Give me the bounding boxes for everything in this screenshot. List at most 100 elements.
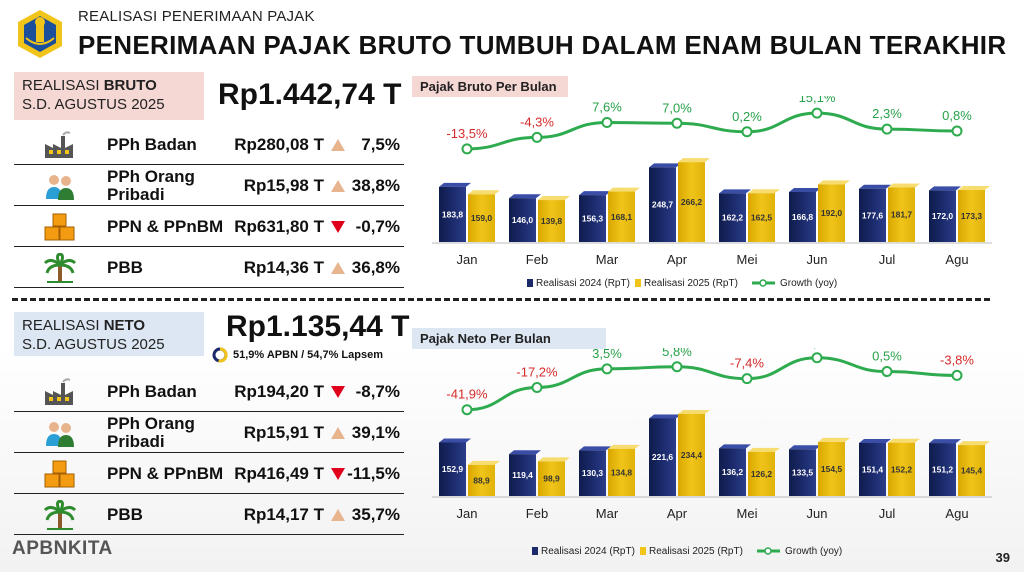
page-title: PENERIMAAN PAJAK BRUTO TUMBUH DALAM ENAM… (78, 30, 1007, 60)
tax-growth: 36,8% (351, 258, 400, 277)
growth-label: 7,6% (592, 100, 622, 115)
legend-label-growth: Growth (yoy) (780, 278, 837, 289)
growth-point (811, 352, 823, 364)
bar-2024 (649, 418, 676, 496)
bar-2024-top (789, 445, 821, 450)
bar-2025-top (678, 409, 710, 414)
growth-point (601, 363, 613, 375)
bar-2024-top (649, 163, 681, 168)
neto-label: REALISASI NETO S.D. AGUSTUS 2025 (14, 312, 204, 356)
tax-name: PPh Badan (107, 382, 197, 401)
bar-2025-top (538, 196, 570, 201)
legend-label-2025: Realisasi 2025 (RpT) (649, 546, 743, 557)
bar-label-2024: 248,7 (652, 200, 674, 210)
bar-2025 (608, 448, 635, 496)
growth-point (671, 361, 683, 373)
triangle-up-icon (331, 180, 345, 192)
triangle-down-icon (331, 386, 345, 398)
bruto-chart: 183,8 159,0 Jan 146,0 139,8 Feb 156,3 168,1 Mar 2… (432, 96, 992, 289)
bar-2025-top (958, 441, 990, 446)
bar-2024-top (859, 439, 891, 444)
tax-growth: 7,5% (361, 135, 400, 154)
tax-growth: -0,7% (355, 217, 400, 236)
bar-2024 (929, 190, 956, 242)
boxes-icon (44, 460, 75, 488)
bar-2024 (579, 450, 606, 496)
legend-label-2025: Realisasi 2025 (RpT) (644, 278, 738, 289)
bar-label-2024: 151,4 (862, 465, 884, 475)
bar-label-2025: 139,8 (541, 216, 563, 226)
bar-label-2025: 266,2 (681, 197, 703, 207)
bar-2024-top (929, 186, 961, 191)
neto-chart-title: Pajak Neto Per Bulan (412, 328, 606, 349)
bar-label-2024: 133,5 (792, 468, 814, 478)
growth-label: 0,8% (942, 108, 972, 123)
bar-label-2025: 88,9 (473, 475, 490, 485)
triangle-up-icon (331, 139, 345, 151)
bar-label-2024: 152,9 (442, 464, 464, 474)
bar-2024 (439, 186, 466, 242)
bar-2025 (538, 200, 565, 242)
x-tick-label: Mar (596, 506, 619, 521)
growth-point (811, 107, 823, 119)
growth-label: 15,1% (799, 96, 836, 105)
neto-label-a: REALISASI (22, 317, 104, 334)
bar-2024-top (439, 438, 471, 443)
growth-label: -17,2% (516, 364, 558, 379)
growth-label: -41,9% (446, 387, 488, 402)
x-tick-label: Apr (667, 506, 688, 521)
bar-label-2025: 134,8 (611, 467, 633, 477)
growth-label: -3,8% (940, 352, 974, 367)
x-tick-label: Mei (737, 252, 758, 267)
palm-tree-icon (43, 500, 77, 530)
growth-point (601, 117, 613, 128)
tax-name: PPN & PPnBM (107, 217, 224, 236)
bar-label-2025: 159,0 (471, 213, 493, 223)
bar-2024-top (929, 439, 961, 444)
bar-label-2024: 166,8 (792, 212, 814, 222)
bar-2024-top (859, 184, 891, 189)
tax-growth: 38,8% (351, 176, 400, 195)
bar-label-2025: 234,4 (681, 450, 703, 460)
bar-2025 (468, 194, 495, 242)
tax-name: PPh Badan (107, 135, 197, 154)
growth-point (671, 117, 683, 129)
bar-2024-top (649, 414, 681, 419)
growth-label: 0,5% (872, 349, 902, 364)
tax-row: PPN & PPnBM Rp631,80 T -0,7% (14, 207, 404, 247)
bar-label-2025: 181,7 (891, 210, 913, 220)
factory-icon (45, 378, 73, 405)
neto-chart: 152,9 88,9 Jan 119,4 98,9 Feb 130,3 134,8 Mar 221… (432, 348, 992, 557)
growth-point (461, 143, 473, 155)
bar-label-2024: 183,8 (442, 209, 464, 219)
growth-label: -4,3% (520, 114, 554, 129)
bar-label-2025: 98,9 (543, 474, 560, 484)
bar-2024-top (439, 182, 471, 187)
x-tick-label: Apr (667, 252, 688, 267)
bar-2024 (439, 442, 466, 496)
tax-amount: Rp14,36 T (243, 258, 324, 277)
tax-amount: Rp416,49 T (234, 464, 324, 483)
neto-total: Rp1.135,44 T (226, 310, 410, 343)
bar-2024 (789, 449, 816, 496)
bar-2025-top (678, 158, 710, 163)
bar-2024 (579, 195, 606, 242)
bar-2024 (859, 443, 886, 496)
tax-name: PPh Orang Pribadi (107, 414, 195, 451)
x-tick-label: Feb (526, 252, 548, 267)
bar-label-2024: 146,0 (512, 215, 534, 225)
bar-label-2024: 172,0 (932, 211, 954, 221)
x-tick-label: Mar (596, 252, 619, 267)
growth-line (466, 356, 958, 412)
bar-2025-top (538, 457, 570, 462)
x-tick-label: Feb (526, 506, 548, 521)
header-subtitle: REALISASI PENERIMAAN PAJAK (78, 8, 315, 25)
bar-label-2024: 162,2 (722, 213, 744, 223)
bruto-label: REALISASI BRUTO S.D. AGUSTUS 2025 (14, 72, 204, 120)
growth-point (531, 131, 543, 143)
tax-growth: 35,7% (351, 505, 400, 524)
donut-progress-icon (212, 347, 228, 363)
triangle-down-icon (331, 468, 345, 480)
bar-2025 (538, 461, 565, 496)
brand-logo: APBNKITA (12, 538, 113, 559)
